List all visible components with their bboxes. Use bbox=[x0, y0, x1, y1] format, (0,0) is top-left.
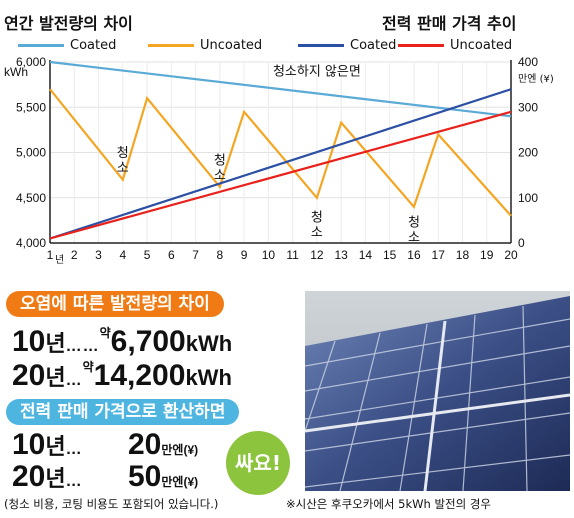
legend-label: Coated bbox=[70, 38, 117, 53]
left-tick-label: 5,000 bbox=[16, 146, 46, 160]
x-tick-label: 5 bbox=[144, 248, 151, 262]
right-tick-label: 0 bbox=[518, 236, 525, 250]
right-chart-title: 전력 판매 가격 추이 bbox=[382, 14, 517, 33]
price-years-suffix: 년 bbox=[45, 466, 66, 491]
left-chart-title: 연간 발전량의 차이 bbox=[4, 14, 133, 33]
x-tick-label: 20 bbox=[504, 248, 518, 262]
diff-years-suffix: 년 bbox=[45, 365, 66, 390]
diff-years-suffix: 년 bbox=[45, 331, 66, 356]
price-value: 20 bbox=[128, 428, 162, 461]
annotation-label: 청소하지 않은면 bbox=[273, 65, 361, 80]
price-years: 10 bbox=[12, 428, 46, 461]
diff-years: 10 bbox=[12, 325, 46, 358]
series-line bbox=[49, 88, 512, 240]
legend-item-coated-price: Coated bbox=[298, 38, 396, 53]
x-tick-label: 4 bbox=[119, 248, 126, 262]
generation-difference-pill: 오염에 따른 발전량의 차이 bbox=[6, 291, 224, 317]
legend-item-uncoated-price: Uncoated bbox=[398, 38, 512, 53]
x-tick-label: 12 bbox=[310, 248, 324, 262]
solar-panel-photo bbox=[305, 291, 570, 491]
diff-row-20-years: 20년…약14,200kWh bbox=[12, 358, 232, 393]
x-tick-label: 3 bbox=[95, 248, 102, 262]
price-row-20-years-label: 20년… bbox=[12, 460, 83, 494]
solar-panel-illustration bbox=[305, 291, 570, 491]
legend-item-coated-generation: Coated bbox=[18, 38, 116, 53]
price-years: 20 bbox=[12, 460, 46, 493]
x-tick-label: 19 bbox=[480, 248, 494, 262]
right-axis-unit: 만엔 (¥) bbox=[518, 73, 554, 85]
annotation-label: 소 bbox=[311, 225, 323, 240]
x-first-suffix: 년 bbox=[55, 254, 64, 266]
x-tick-label: 1 bbox=[47, 248, 54, 262]
left-axis-unit: kWh bbox=[4, 65, 28, 79]
x-tick-label: 9 bbox=[241, 248, 248, 262]
x-tick-label: 17 bbox=[432, 248, 446, 262]
annotation-label: 소 bbox=[214, 168, 226, 183]
price-dots: … bbox=[65, 441, 83, 458]
x-tick-label: 8 bbox=[216, 248, 223, 262]
legend-swatch bbox=[148, 44, 194, 47]
x-tick-label: 11 bbox=[286, 248, 299, 262]
annotation-label: 청 bbox=[311, 210, 323, 225]
footnote-simulation-note: ※시산은 후쿠오카에서 5kWh 발전의 경우 bbox=[286, 497, 492, 511]
x-tick-label: 14 bbox=[359, 248, 373, 262]
diff-approx: 약 bbox=[82, 360, 94, 374]
price-dots: … bbox=[65, 473, 83, 490]
legend-swatch bbox=[298, 44, 344, 47]
right-tick-label: 200 bbox=[518, 146, 538, 160]
price-value: 50 bbox=[128, 460, 162, 493]
diff-unit: kWh bbox=[185, 331, 233, 356]
x-tick-label: 7 bbox=[192, 248, 199, 262]
annotation-label: 소 bbox=[408, 231, 420, 246]
x-tick-label: 2 bbox=[71, 248, 78, 262]
series-line bbox=[49, 60, 512, 118]
x-tick-label: 6 bbox=[168, 248, 175, 262]
x-tick-label: 18 bbox=[456, 248, 470, 262]
diff-row-10-years: 10년……약6,700kWh bbox=[12, 324, 232, 359]
series-line bbox=[49, 88, 512, 217]
legend-label: Uncoated bbox=[200, 38, 263, 53]
left-tick-label: 6,000 bbox=[16, 55, 46, 69]
annotation-label: 청 bbox=[214, 153, 226, 168]
left-tick-label: 4,500 bbox=[16, 191, 46, 205]
diff-dots: …… bbox=[65, 338, 100, 355]
x-tick-label: 10 bbox=[262, 248, 276, 262]
annotation-label: 청 bbox=[408, 216, 420, 231]
x-tick-label: 13 bbox=[334, 248, 348, 262]
right-tick-label: 400 bbox=[518, 55, 538, 69]
series-line bbox=[49, 110, 512, 240]
annotation-label: 청 bbox=[117, 146, 129, 161]
price-row-20-years-value: 50만엔(¥) bbox=[128, 460, 198, 494]
legend-swatch bbox=[18, 44, 64, 47]
diff-value: 14,200 bbox=[93, 359, 186, 392]
diff-dots: … bbox=[65, 372, 83, 389]
annotation-label: 소 bbox=[117, 161, 129, 176]
legend-label: Coated bbox=[350, 38, 397, 53]
price-unit: 만엔(¥) bbox=[161, 443, 199, 457]
price-years-suffix: 년 bbox=[45, 434, 66, 459]
price-row-10-years-value: 20만엔(¥) bbox=[128, 428, 198, 462]
legend-label: Uncoated bbox=[450, 38, 513, 53]
diff-unit: kWh bbox=[185, 365, 232, 390]
x-tick-label: 16 bbox=[407, 248, 421, 262]
price-row-10-years-label: 10년… bbox=[12, 428, 83, 462]
left-tick-label: 5,500 bbox=[16, 100, 46, 114]
right-tick-label: 300 bbox=[518, 100, 538, 114]
legend-swatch bbox=[398, 44, 444, 47]
diff-years: 20 bbox=[12, 359, 46, 392]
left-tick-label: 4,000 bbox=[16, 236, 46, 250]
right-tick-label: 100 bbox=[518, 191, 538, 205]
diff-value: 6,700 bbox=[110, 325, 186, 358]
x-tick-label: 15 bbox=[383, 248, 397, 262]
price-conversion-pill: 전력 판매 가격으로 환산하면 bbox=[6, 399, 240, 425]
diff-approx: 약 bbox=[99, 326, 111, 340]
legend-item-uncoated-generation: Uncoated bbox=[148, 38, 262, 53]
footnote-cost-note: (청소 비용, 코팅 비용도 포함되어 있습니다.) bbox=[4, 497, 219, 511]
cheap-badge: 싸요! bbox=[226, 431, 290, 495]
price-unit: 만엔(¥) bbox=[161, 475, 199, 489]
